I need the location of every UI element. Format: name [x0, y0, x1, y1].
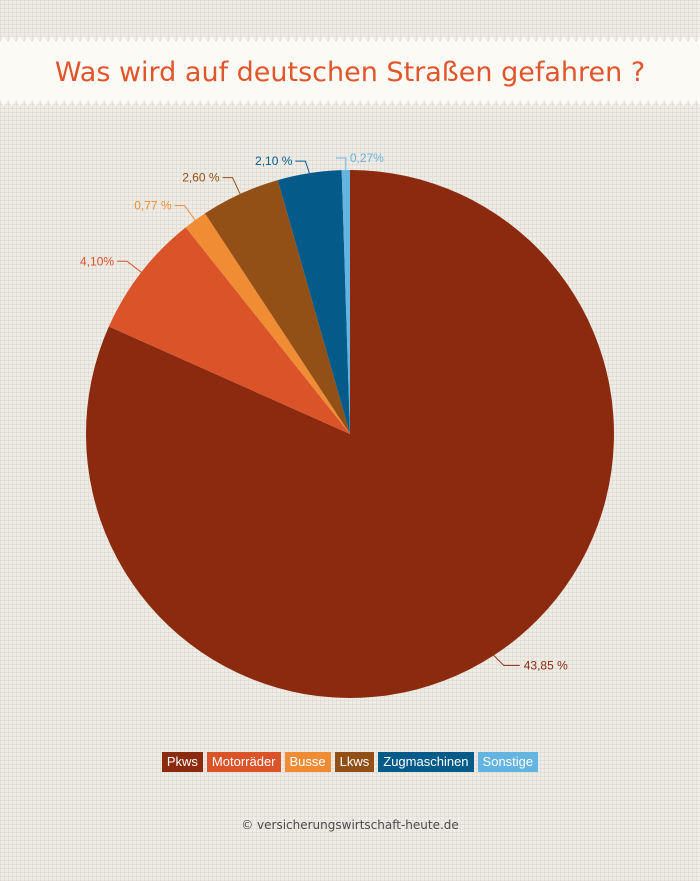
leader-line-pkws [493, 655, 520, 666]
leader-line-busse [174, 205, 196, 221]
data-label-zugmaschinen: 2,10 % [255, 154, 293, 168]
data-label-pkws: 43,85 % [524, 658, 568, 672]
data-label-lkws: 2,60 % [182, 171, 220, 185]
leader-line-zugmaschinen [295, 160, 310, 174]
legend-item-sonstige: Sonstige [477, 752, 539, 772]
legend-item-motorrader: Motorräder [206, 752, 281, 772]
data-label-sonstige: 0,27% [350, 151, 384, 165]
leader-line-motorrader [117, 260, 142, 273]
banner-bottom-edge [0, 100, 700, 106]
data-label-busse: 0,77 % [134, 199, 172, 213]
title-banner: Was wird auf deutschen Straßen gefahren … [0, 36, 700, 106]
banner-top-edge [0, 36, 700, 42]
pie-slice-zugmaschinen [277, 170, 350, 434]
page-title: Was wird auf deutschen Straßen gefahren … [54, 57, 646, 88]
pie-slice-sonstige [341, 170, 350, 434]
leader-line-sonstige [335, 157, 347, 171]
legend-item-busse: Busse [284, 752, 331, 772]
chart-legend: Pkws Motorräder Busse Lkws Zugmaschinen Sonst… [0, 752, 700, 772]
legend-item-pkws: Pkws [161, 752, 203, 772]
pie-slice-busse [185, 213, 350, 434]
data-label-motorrader: 4,10% [80, 254, 114, 268]
leader-line-lkws [222, 177, 241, 195]
pie-slice-pkws [85, 170, 615, 698]
copyright-footer: © versicherungswirtschaft-heute.de [241, 818, 459, 832]
legend-item-zugmaschinen: Zugmaschinen [378, 752, 474, 772]
pie-slice-motorrader [108, 227, 351, 434]
pie-slice-lkws [204, 180, 350, 434]
legend-item-lkws: Lkws [334, 752, 375, 772]
